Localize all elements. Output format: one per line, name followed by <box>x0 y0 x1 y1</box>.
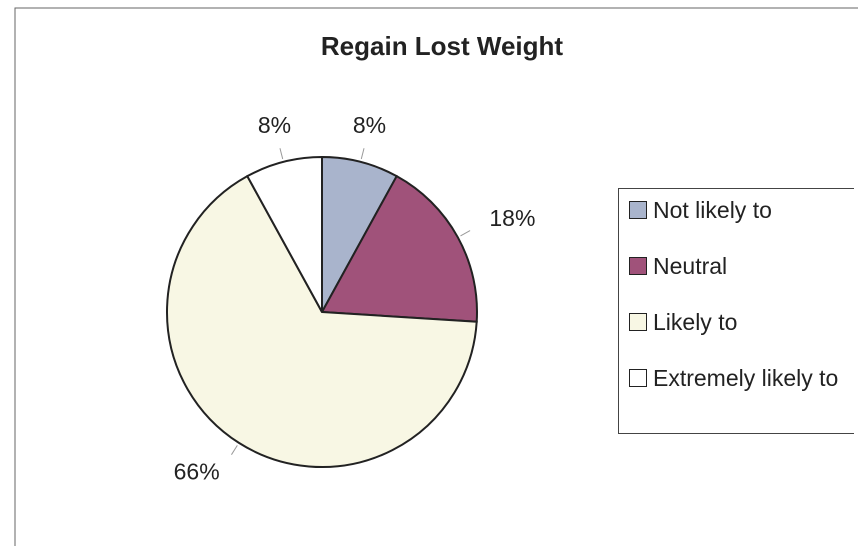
legend-item: Likely to <box>629 309 850 335</box>
pie-slice <box>245 155 323 313</box>
legend: Not likely to Neutral Likely to Extremely l… <box>618 188 854 434</box>
legend-label: Not likely to <box>653 197 772 223</box>
legend-item: Extremely likely to <box>629 365 850 391</box>
data-label: 8% <box>353 112 386 138</box>
legend-item: Not likely to <box>629 197 850 223</box>
leader-line <box>279 148 284 160</box>
legend-item: Neutral <box>629 253 850 279</box>
leader-line <box>460 230 471 237</box>
legend-swatch <box>629 369 647 387</box>
legend-label: Neutral <box>653 253 728 279</box>
legend-swatch <box>629 257 647 275</box>
data-label: 8% <box>258 112 291 138</box>
data-label: 66% <box>174 458 220 484</box>
chart-border <box>14 7 858 546</box>
pie-slice <box>166 174 478 468</box>
legend-swatch <box>629 201 647 219</box>
legend-swatch <box>629 313 647 331</box>
leader-line <box>360 148 365 160</box>
legend-label: Likely to <box>653 309 738 335</box>
chart-title: Regain Lost Weight <box>321 31 564 61</box>
legend-label: Extremely likely to <box>653 365 839 391</box>
pie-slice <box>320 174 478 323</box>
data-label: 18% <box>489 205 535 231</box>
leader-line <box>231 445 238 455</box>
